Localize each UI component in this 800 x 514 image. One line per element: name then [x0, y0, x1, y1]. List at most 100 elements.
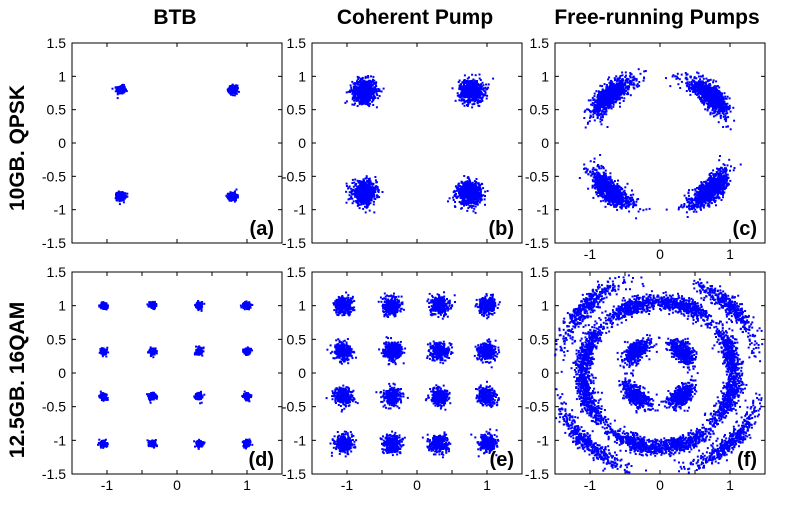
scatter-point — [118, 86, 120, 89]
scatter-point — [375, 88, 378, 91]
scatter-point — [479, 91, 482, 94]
scatter-point — [605, 101, 608, 104]
scatter-point — [611, 94, 613, 97]
scatter-point — [358, 207, 361, 210]
scatter-point — [487, 83, 490, 86]
scatter-point — [631, 79, 634, 82]
scatter-point — [367, 191, 369, 194]
scatter-point — [370, 82, 373, 85]
y-tick-label: -0.5 — [525, 168, 549, 184]
scatter-point — [115, 193, 117, 196]
scatter-point — [467, 207, 470, 210]
scatter-point — [123, 88, 126, 91]
scatter-point — [232, 196, 235, 199]
scatter-point — [598, 96, 601, 99]
scatter-point — [356, 105, 359, 107]
scatter-point — [116, 89, 119, 92]
scatter-point — [452, 191, 455, 194]
scatter-point — [374, 179, 377, 182]
scatter-point — [479, 198, 482, 201]
scatter-point — [586, 108, 589, 111]
scatter-point — [467, 84, 469, 87]
scatter-point — [613, 77, 616, 80]
scatter-point — [229, 85, 232, 88]
scatter-point — [618, 97, 621, 100]
scatter-point — [363, 195, 366, 198]
scatter-point — [610, 92, 613, 94]
scatter-point — [615, 95, 617, 98]
scatter-point — [629, 94, 632, 97]
scatter-point — [603, 104, 606, 107]
scatter-point — [351, 92, 354, 95]
scatter-point — [616, 83, 619, 86]
scatter-point — [475, 203, 478, 205]
scatter-point — [621, 87, 624, 90]
scatter-point — [373, 189, 376, 192]
scatter-point — [228, 199, 231, 202]
scatter-point — [369, 191, 371, 194]
scatter-point — [361, 201, 364, 204]
scatter-point — [618, 92, 621, 95]
scatter-point — [375, 106, 378, 109]
scatter-point — [589, 114, 592, 117]
x-tick-label: -1 — [584, 246, 597, 262]
scatter-point — [371, 80, 374, 83]
scatter-point — [635, 84, 638, 87]
scatter-point — [466, 83, 469, 86]
scatter-point — [623, 82, 626, 85]
scatter-point — [474, 80, 477, 83]
scatter-point — [627, 85, 630, 88]
scatter-point — [373, 90, 376, 93]
scatter-point — [368, 196, 371, 199]
scatter-point — [368, 179, 371, 182]
scatter-point — [116, 195, 118, 197]
y-tick-label: -0.5 — [282, 168, 306, 184]
scatter-point — [349, 197, 352, 200]
scatter-point — [122, 90, 125, 93]
scatter-point — [465, 204, 468, 206]
scatter-point — [624, 79, 627, 82]
scatter-point — [351, 178, 354, 181]
scatter-point — [604, 107, 607, 110]
scatter-point — [479, 99, 482, 102]
scatter-point — [471, 99, 474, 102]
scatter-point — [463, 191, 466, 194]
scatter-point — [471, 191, 474, 194]
scatter-point — [473, 200, 476, 203]
scatter-point — [466, 88, 469, 91]
scatter-point — [478, 77, 481, 80]
scatter-point — [235, 90, 238, 93]
scatter-point — [472, 90, 475, 93]
scatter-point — [375, 90, 378, 93]
scatter-point — [604, 98, 607, 101]
scatter-point — [466, 100, 469, 103]
scatter-point — [368, 177, 371, 180]
scatter-point — [465, 187, 468, 190]
scatter-point — [604, 111, 607, 114]
scatter-point — [477, 183, 480, 186]
scatter-point — [471, 106, 474, 109]
scatter-point — [596, 96, 599, 99]
scatter-point — [473, 97, 476, 100]
scatter-point — [368, 185, 371, 188]
scatter-point — [606, 85, 609, 88]
scatter-point — [351, 190, 353, 193]
scatter-point — [456, 196, 459, 198]
scatter-point — [615, 86, 618, 89]
scatter-point — [481, 81, 484, 84]
scatter-point — [368, 188, 371, 191]
scatter-point — [617, 85, 620, 88]
scatter-point — [118, 203, 121, 206]
scatter-point — [594, 99, 597, 102]
scatter-point — [474, 194, 477, 197]
scatter-point — [366, 186, 369, 189]
scatter-point — [709, 113, 712, 116]
scatter-point — [366, 86, 368, 89]
scatter-point — [473, 192, 476, 195]
scatter-point — [485, 97, 488, 100]
scatter-point — [228, 196, 231, 199]
scatter-point — [120, 198, 123, 201]
scatter-point — [362, 80, 365, 83]
scatter-point — [370, 75, 372, 78]
scatter-point — [475, 95, 478, 98]
